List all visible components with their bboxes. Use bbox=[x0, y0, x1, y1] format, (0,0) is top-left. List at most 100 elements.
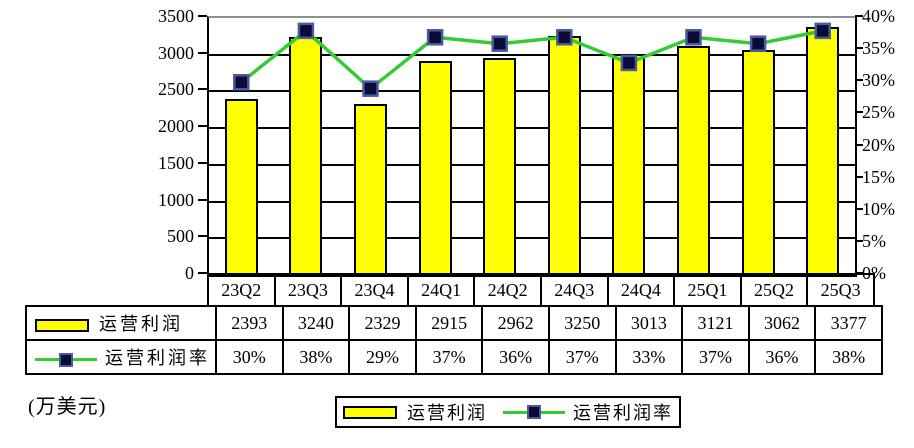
category-cell-23Q3: 23Q3 bbox=[273, 273, 343, 307]
category-cell-23Q4: 23Q4 bbox=[340, 273, 409, 307]
margin-value-cell-25Q2: 36% bbox=[747, 339, 817, 375]
right-axis-tick bbox=[855, 175, 863, 178]
bar-series-key-swatch bbox=[35, 319, 89, 333]
right-axis-tick-label: 25% bbox=[862, 102, 895, 123]
margin-value-cell-25Q3: 38% bbox=[814, 339, 883, 375]
left-axis-tick-label: 500 bbox=[167, 226, 194, 247]
margin-line-layer bbox=[233, 22, 831, 97]
margin-value-cell-23Q4: 29% bbox=[348, 339, 417, 375]
legend-line-key bbox=[503, 403, 565, 421]
right-axis-tick bbox=[855, 207, 863, 210]
profit-value-cell-24Q1: 2915 bbox=[414, 305, 484, 341]
profit-value-cell-23Q2: 2393 bbox=[215, 305, 284, 341]
category-row: 23Q2 23Q3 23Q4 24Q1 24Q2 24Q3 24Q4 25Q1 25Q2 25Q3 bbox=[207, 273, 875, 307]
line-series-key bbox=[35, 351, 97, 369]
category-cell-24Q3: 24Q3 bbox=[539, 273, 609, 307]
left-axis-tick bbox=[198, 198, 207, 201]
margin-value-cell-23Q2: 30% bbox=[215, 339, 284, 375]
left-axis-tick bbox=[198, 272, 207, 274]
legend-bar-swatch bbox=[343, 405, 397, 419]
line-marker-23Q4 bbox=[362, 80, 379, 97]
legend-line-marker-icon bbox=[527, 405, 541, 419]
gridline bbox=[209, 53, 855, 56]
row-header-operating-profit: 运营利润 bbox=[25, 305, 217, 341]
bar-24Q3 bbox=[547, 36, 581, 275]
data-table: 运营利润 2393 3240 2329 2915 2962 3250 3013 3121 306… bbox=[25, 305, 883, 375]
bar-24Q4 bbox=[612, 53, 646, 275]
category-cell-24Q1: 24Q1 bbox=[406, 273, 476, 307]
gridline bbox=[209, 127, 855, 130]
left-axis-tick-label: 1000 bbox=[158, 189, 194, 210]
right-axis-tick-label: 10% bbox=[862, 198, 895, 219]
profit-value-cell-23Q4: 2329 bbox=[348, 305, 417, 341]
bar-24Q1 bbox=[418, 60, 452, 275]
bar-25Q2 bbox=[741, 50, 775, 275]
category-cell-24Q4: 24Q4 bbox=[606, 273, 676, 307]
category-cell-23Q2: 23Q2 bbox=[207, 273, 276, 307]
profit-value-cell-23Q3: 3240 bbox=[281, 305, 351, 341]
profit-value-cell-25Q3: 3377 bbox=[814, 305, 883, 341]
margin-value-cell-24Q1: 37% bbox=[414, 339, 484, 375]
profit-value-cell-25Q1: 3121 bbox=[681, 305, 750, 341]
row-header-operating-margin: 运营利润率 bbox=[25, 339, 217, 375]
bar-24Q2 bbox=[483, 57, 517, 275]
line-key-marker-icon bbox=[59, 352, 73, 367]
right-axis-tick bbox=[855, 272, 863, 274]
right-axis-tick bbox=[855, 143, 863, 146]
category-cell-25Q1: 25Q1 bbox=[673, 273, 742, 307]
right-axis-tick-label: 40% bbox=[862, 6, 895, 26]
line-marker-25Q3 bbox=[814, 22, 831, 40]
right-axis-tick bbox=[855, 47, 863, 50]
profit-value-cell-24Q4: 3013 bbox=[614, 305, 684, 341]
bar-23Q4 bbox=[354, 104, 387, 275]
left-axis-tick-label: 3000 bbox=[158, 42, 194, 63]
gridline bbox=[209, 163, 855, 166]
line-series-label: 运营利润率 bbox=[105, 348, 210, 368]
legend-line-label: 运营利润率 bbox=[573, 403, 673, 423]
line-marker-24Q4 bbox=[620, 54, 638, 72]
category-axis-row: 23Q2 23Q3 23Q4 24Q1 24Q2 24Q3 24Q4 25Q1 25Q2 25Q3 bbox=[207, 273, 875, 307]
bar-series-label: 运营利润 bbox=[99, 314, 183, 334]
category-cell-25Q2: 25Q2 bbox=[739, 273, 809, 307]
left-axis-tick bbox=[198, 88, 207, 91]
line-marker-24Q2 bbox=[491, 35, 508, 52]
bar-23Q3 bbox=[289, 37, 323, 275]
left-axis-tick bbox=[198, 15, 207, 17]
right-axis-tick-label: 30% bbox=[862, 70, 895, 91]
left-axis-tick-label: 2000 bbox=[158, 116, 194, 137]
bar-25Q3 bbox=[806, 27, 840, 275]
bar-25Q1 bbox=[677, 45, 710, 275]
profit-value-cell-25Q2: 3062 bbox=[747, 305, 817, 341]
line-marker-24Q3 bbox=[556, 29, 573, 46]
left-axis-tick bbox=[198, 51, 207, 54]
left-axis-tick-label: 3500 bbox=[158, 6, 194, 26]
line-marker-23Q2 bbox=[233, 74, 250, 91]
right-axis-tick bbox=[855, 15, 863, 17]
left-axis-tick bbox=[198, 161, 207, 164]
profit-value-cell-24Q2: 2962 bbox=[481, 305, 550, 341]
legend-bar-label: 运营利润 bbox=[407, 403, 487, 423]
left-axis-tick-label: 1500 bbox=[158, 152, 194, 173]
right-axis-tick bbox=[855, 239, 863, 242]
margin-line bbox=[240, 28, 824, 91]
margin-value-cell-24Q4: 33% bbox=[614, 339, 684, 375]
table-row-operating-profit: 运营利润 2393 3240 2329 2915 2962 3250 3013 3121 306… bbox=[25, 305, 883, 341]
right-axis-tick bbox=[855, 111, 863, 114]
left-axis-tick-label: 0 bbox=[185, 263, 194, 283]
table-row-operating-margin: 运营利润率 30% 38% 29% 37% 36% 37% 33% 37% 36% 38% bbox=[25, 339, 883, 375]
category-cell-24Q2: 24Q2 bbox=[473, 273, 542, 307]
gridline bbox=[209, 237, 855, 240]
left-axis-tick-label: 2500 bbox=[158, 79, 194, 100]
right-axis-tick-label: 5% bbox=[862, 230, 886, 251]
left-axis-tick bbox=[198, 235, 207, 238]
right-axis-tick-label: 35% bbox=[862, 38, 895, 59]
margin-value-cell-23Q3: 38% bbox=[281, 339, 351, 375]
plot-area bbox=[207, 16, 857, 277]
margin-value-cell-25Q1: 37% bbox=[681, 339, 750, 375]
right-axis-tick-label: 20% bbox=[862, 134, 895, 155]
legend: 运营利润 运营利润率 bbox=[335, 396, 681, 428]
gridline bbox=[209, 200, 855, 203]
margin-value-cell-24Q2: 36% bbox=[481, 339, 550, 375]
line-marker-24Q1 bbox=[426, 29, 444, 46]
